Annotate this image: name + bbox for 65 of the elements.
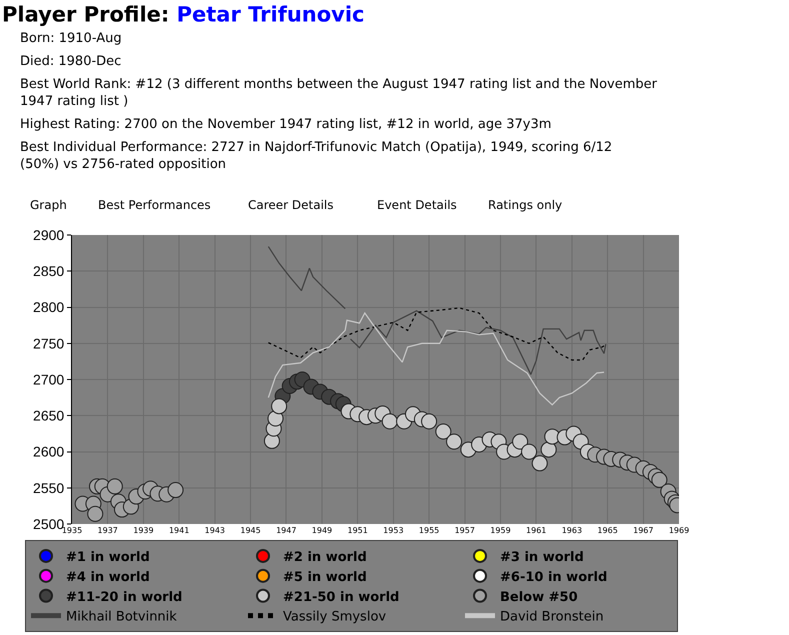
point	[421, 413, 438, 430]
x-tick-label: 1947	[276, 526, 296, 535]
x-tick-label: 1967	[633, 526, 654, 535]
text: Best Individual Performance: 2727 in Najdorf-Trifunovic Match (Opatija), 1949, scoring 6/12 (50%) vs 2756-rated opposition	[20, 140, 612, 172]
legend-label: #5 in world	[283, 570, 367, 585]
x-tick-label: 1951	[347, 526, 368, 535]
point	[268, 410, 284, 427]
line-series	[268, 312, 605, 406]
x-tick-label: 1945	[240, 526, 261, 535]
y-tick-label: 2700	[33, 371, 64, 388]
legend-label: #2 in world	[283, 550, 367, 566]
y-tick-label: 2800	[33, 299, 64, 316]
x-tick-label: 1959	[490, 526, 511, 535]
text: Best Performances	[98, 198, 211, 212]
y-tick-label: 2500	[33, 516, 64, 532]
point	[540, 442, 557, 458]
y-tick-label: 2650	[33, 408, 64, 424]
y-tick-label: 2550	[33, 480, 64, 496]
legend-label: Vassily Smyslov	[283, 610, 386, 625]
legend-label: Below #50	[500, 590, 578, 605]
legend-label: #6-10 in world	[500, 570, 608, 585]
point	[512, 434, 528, 450]
point	[106, 478, 123, 494]
point	[446, 434, 462, 450]
x-tick-label: 1939	[133, 526, 154, 535]
legend-label: #4 in world	[66, 570, 150, 585]
x-tick-label: 1949	[312, 526, 332, 535]
text: Career Details	[248, 198, 334, 212]
x-tick-label: 1943	[204, 526, 225, 535]
legend-label: David Bronstein	[500, 610, 604, 625]
x-tick-label: 1941	[168, 526, 190, 535]
legend-label: #3 in world	[500, 550, 584, 566]
text: Died: 1980-Dec	[20, 54, 122, 69]
y-tick-label: 2850	[33, 263, 64, 280]
y-tick-label: 2900	[33, 226, 64, 243]
text: Best World Rank: #12 (3 different months between the August 1947 rating list and the November 1947 rating list )	[20, 77, 658, 109]
x-tick-label: 1953	[383, 526, 404, 535]
x-tick-label: 1957	[454, 526, 475, 535]
y-tick-label: 2600	[33, 444, 64, 460]
text: Highest Rating: 2700 on the November 1947 rating list, #12 in world, age 37y3m	[20, 117, 552, 132]
chart-title: Player Profile: Petar Trifunovic	[2, 2, 364, 26]
text: Born: 1910-Aug	[20, 31, 122, 46]
text: Event Details	[377, 198, 457, 212]
point	[532, 455, 548, 472]
point	[271, 398, 288, 414]
legend-label: #11-20 in world	[66, 590, 182, 605]
point	[87, 506, 104, 522]
x-tick-label: 1961	[526, 526, 546, 535]
legend-label: #21-50 in world	[283, 590, 400, 605]
point	[168, 482, 184, 498]
y-tick-label: 2750	[33, 335, 64, 352]
point	[382, 413, 398, 430]
x-tick-label: 1963	[562, 526, 582, 535]
x-tick-label: 1965	[597, 526, 618, 535]
text: Graph	[30, 198, 67, 212]
x-tick-label: 1937	[98, 526, 118, 535]
point	[521, 444, 538, 460]
point	[435, 424, 452, 440]
x-tick-label: 1955	[418, 526, 440, 535]
legend-label: #1 in world	[66, 550, 150, 566]
x-tick-label: 1969	[668, 526, 690, 535]
line-series	[268, 307, 606, 361]
legend-label: Mikhail Botvinnik	[66, 610, 178, 625]
point	[651, 472, 668, 488]
text: Ratings only	[488, 198, 562, 212]
